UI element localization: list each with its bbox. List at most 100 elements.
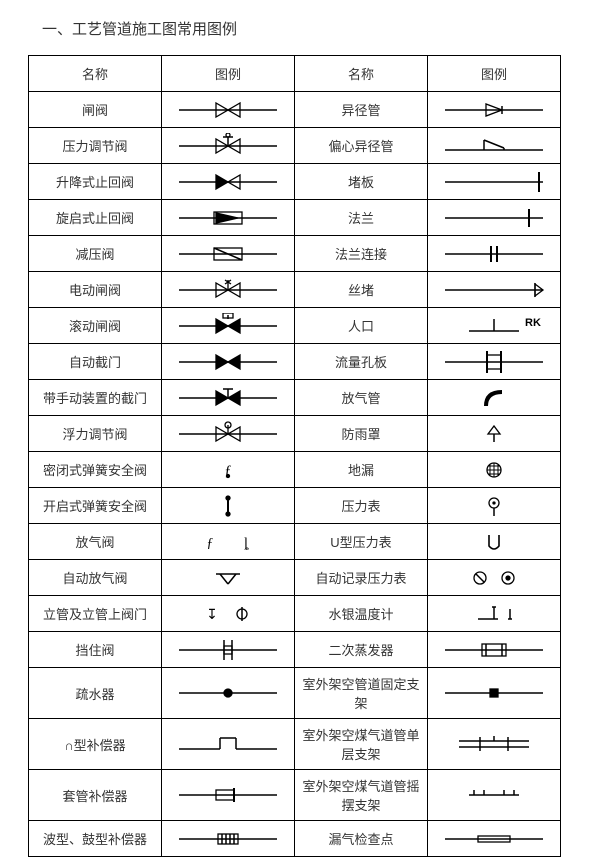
table-row: 自动放气阀 自动记录压力表 [29, 560, 561, 596]
table-row: 滚动闸阀人口RK [29, 308, 561, 344]
symbol-cell-bellows-comp [162, 821, 295, 857]
name-cell: 自动放气阀 [29, 560, 162, 596]
table-row: 自动截门 流量孔板 [29, 344, 561, 380]
table-row: 带手动装置的截门放气管 [29, 380, 561, 416]
table-row: 升降式止回阀 堵板 [29, 164, 561, 200]
name-cell: 水银温度计 [295, 596, 428, 632]
svg-text:↧: ↧ [206, 606, 218, 622]
name-cell: 滚动闸阀 [29, 308, 162, 344]
name-cell: 挡住阀 [29, 632, 162, 668]
symbol-cell-rain-cap [428, 416, 561, 452]
table-row: 闸阀异径管 [29, 92, 561, 128]
name-cell: 减压阀 [29, 236, 162, 272]
symbol-cell-block-valve [162, 632, 295, 668]
symbol-cell-closed-safety: ƒ [162, 452, 295, 488]
table-row: 疏水器室外架空管道固定支架 [29, 668, 561, 719]
symbol-cell-trap [162, 668, 295, 719]
name-cell: 闸阀 [29, 92, 162, 128]
table-row: 密闭式弹簧安全阀ƒ地漏 [29, 452, 561, 488]
svg-text:RK: RK [525, 317, 541, 329]
name-cell: 堵板 [295, 164, 428, 200]
symbol-cell-loop-comp [162, 719, 295, 770]
symbol-cell-u-gauge [428, 524, 561, 560]
symbol-cell-swing-support [428, 770, 561, 821]
symbol-cell-recorder [428, 560, 561, 596]
symbol-cell-open-safety [162, 488, 295, 524]
symbol-cell-sleeve-comp [162, 770, 295, 821]
name-cell: 密闭式弹簧安全阀 [29, 452, 162, 488]
name-cell: 法兰 [295, 200, 428, 236]
symbol-cell-floor-drain [428, 452, 561, 488]
symbol-cell-fixed-support [428, 668, 561, 719]
symbol-cell-manual-stop [162, 380, 295, 416]
name-cell: 室外架空煤气道管单层支架 [295, 719, 428, 770]
symbol-cell-float-valve [162, 416, 295, 452]
name-cell: 立管及立管上阀门 [29, 596, 162, 632]
table-row: 挡住阀 二次蒸发器 [29, 632, 561, 668]
symbol-cell-hg-thermo [428, 596, 561, 632]
svg-text:ƒ: ƒ [207, 536, 214, 551]
name-cell: 放气阀 [29, 524, 162, 560]
page-title: 一、工艺管道施工图常用图例 [28, 18, 561, 39]
table-row: 压力调节阀偏心异径管 [29, 128, 561, 164]
name-cell: 法兰连接 [295, 236, 428, 272]
table-row: 浮力调节阀 防雨罩 [29, 416, 561, 452]
name-cell: 漏气检查点 [295, 821, 428, 857]
name-cell: U型压力表 [295, 524, 428, 560]
symbol-cell-orifice [428, 344, 561, 380]
name-cell: 旋启式止回阀 [29, 200, 162, 236]
name-cell: 流量孔板 [295, 344, 428, 380]
symbol-cell-riser-valve: ↧ [162, 596, 295, 632]
symbol-cell-pressure-gauge [428, 488, 561, 524]
symbol-cell-flange-conn [428, 236, 561, 272]
symbol-cell-auto-vent [162, 560, 295, 596]
symbol-cell-vent-pipe [428, 380, 561, 416]
name-cell: 套管补偿器 [29, 770, 162, 821]
svg-text:ȴ: ȴ [244, 536, 249, 551]
name-cell: 偏心异径管 [295, 128, 428, 164]
table-row: 立管及立管上阀门 ↧ 水银温度计 [29, 596, 561, 632]
name-cell: 自动记录压力表 [295, 560, 428, 596]
name-cell: 浮力调节阀 [29, 416, 162, 452]
symbol-cell-leak-check [428, 821, 561, 857]
name-cell: 疏水器 [29, 668, 162, 719]
name-cell: ∩型补偿器 [29, 719, 162, 770]
symbol-cell-roll-gate [162, 308, 295, 344]
name-cell: 丝堵 [295, 272, 428, 308]
name-cell: 升降式止回阀 [29, 164, 162, 200]
name-cell: 电动闸阀 [29, 272, 162, 308]
symbol-cell-vent-valve: ƒȴ [162, 524, 295, 560]
symbol-cell-single-support [428, 719, 561, 770]
legend-table: 名称 图例 名称 图例 闸阀异径管压力调节阀偏心异径管升降式止回阀堵板旋启式止回… [28, 55, 561, 857]
header-symbol-1: 图例 [162, 56, 295, 92]
symbol-cell-plug [428, 272, 561, 308]
table-row: 减压阀 法兰连接 [29, 236, 561, 272]
name-cell: 防雨罩 [295, 416, 428, 452]
name-cell: 地漏 [295, 452, 428, 488]
symbol-cell-auto-stop [162, 344, 295, 380]
name-cell: 自动截门 [29, 344, 162, 380]
symbol-cell-pressure-reg [162, 128, 295, 164]
table-row: 电动闸阀 丝堵 [29, 272, 561, 308]
table-row: 开启式弹簧安全阀 压力表 [29, 488, 561, 524]
header-symbol-2: 图例 [428, 56, 561, 92]
symbol-cell-evaporator [428, 632, 561, 668]
symbol-cell-reducing-valve [162, 236, 295, 272]
name-cell: 室外架空煤气道管摇摆支架 [295, 770, 428, 821]
table-row: 放气阀ƒȴU型压力表 [29, 524, 561, 560]
table-row: 旋启式止回阀 法兰 [29, 200, 561, 236]
table-row: 套管补偿器 室外架空煤气道管摇摆支架 [29, 770, 561, 821]
table-row: 波型、鼓型补偿器 漏气检查点 [29, 821, 561, 857]
symbol-cell-gate-valve [162, 92, 295, 128]
symbol-cell-motor-gate [162, 272, 295, 308]
symbol-cell-blind [428, 164, 561, 200]
symbol-cell-reducer [428, 92, 561, 128]
name-cell: 二次蒸发器 [295, 632, 428, 668]
name-cell: 开启式弹簧安全阀 [29, 488, 162, 524]
symbol-cell-lift-check [162, 164, 295, 200]
name-cell: 波型、鼓型补偿器 [29, 821, 162, 857]
header-name-2: 名称 [295, 56, 428, 92]
symbol-cell-flange [428, 200, 561, 236]
symbol-cell-manhole: RK [428, 308, 561, 344]
name-cell: 压力表 [295, 488, 428, 524]
